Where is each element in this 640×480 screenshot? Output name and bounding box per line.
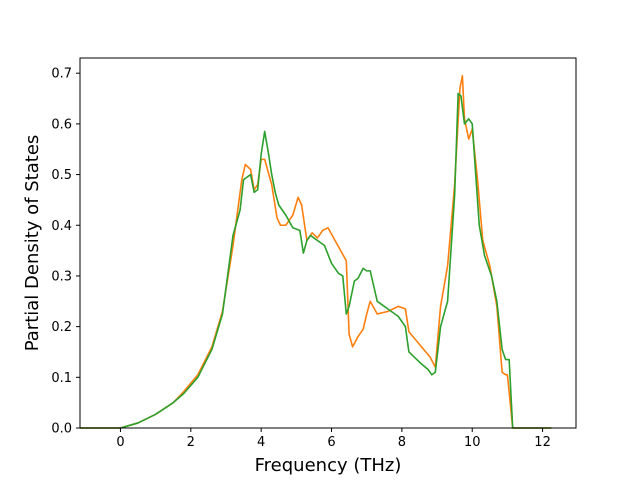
x-tick-label: 2 [187, 435, 195, 450]
series-line-1 [80, 74, 552, 429]
y-tick-label: 0.7 [51, 67, 72, 82]
y-axis-ticks: 0.0 0.1 0.2 0.3 0.4 0.5 0.6 0.7 [51, 67, 80, 437]
x-tick-label: 6 [327, 435, 335, 450]
series-line-2 [80, 92, 552, 429]
x-axis-title: Frequency (THz) [255, 455, 402, 476]
x-tick-label: 0 [116, 435, 124, 450]
x-tick-label: 12 [534, 435, 551, 450]
x-tick-label: 10 [464, 435, 481, 450]
x-axis-ticks: 0 2 4 6 8 10 12 [116, 428, 551, 450]
y-tick-label: 0.2 [51, 320, 72, 335]
y-axis-title: Partial Density of States [22, 135, 43, 352]
x-tick-label: 8 [398, 435, 406, 450]
y-tick-label: 0.4 [51, 219, 72, 234]
y-tick-label: 0.6 [51, 117, 72, 132]
y-tick-label: 0.0 [51, 422, 72, 437]
series-layer [80, 74, 552, 429]
y-tick-label: 0.5 [51, 168, 72, 183]
y-tick-label: 0.3 [51, 269, 72, 284]
x-tick-label: 4 [257, 435, 265, 450]
y-tick-label: 0.1 [51, 371, 72, 386]
plot-frame [79, 57, 577, 429]
